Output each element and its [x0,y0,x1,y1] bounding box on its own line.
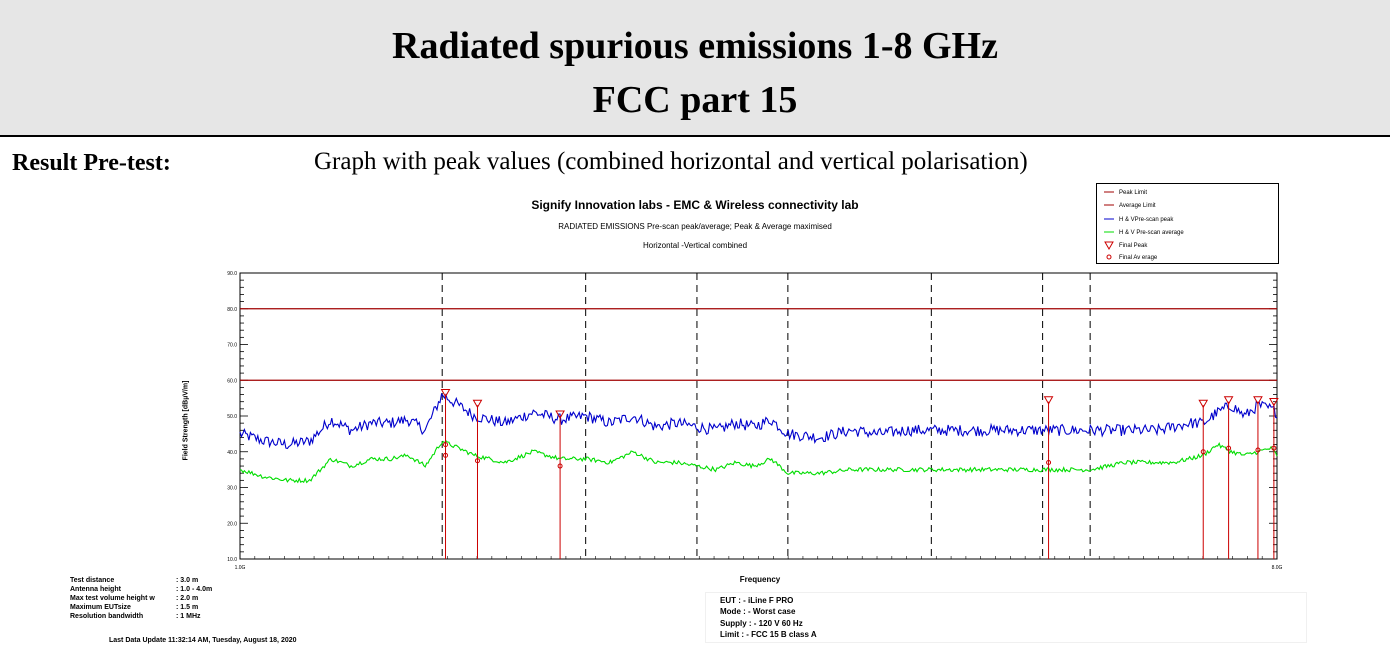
param-key: Antenna height [70,586,121,593]
final-peak-marker [1223,396,1234,405]
y-tick-label: 80.0 [227,307,237,313]
legend-label: Final Peak [1119,243,1148,249]
final-average-marker [443,452,449,458]
mode-row: Mode : - Worst case [720,607,796,616]
page-title-line2: FCC part 15 [592,79,798,121]
x-axis-label: Frequency [739,575,781,584]
y-tick-label: 90.0 [227,271,237,277]
param-value: : 3.0 m [176,577,199,584]
final-peak-marker [440,389,451,398]
param-key: Test distance [70,577,115,584]
prescan-peak-series [239,392,1278,450]
eut-row: EUT : - iLine F PRO [720,596,794,605]
legend-item-final-average: Final Av erage [1097,252,1278,264]
x-tick-label: 1.0G [235,565,246,571]
y-tick-label: 70.0 [227,343,237,349]
final-average-marker [1046,459,1052,465]
legend-item-average-limit: Average Limit [1097,200,1278,212]
param-key: Resolution bandwidth [70,613,144,620]
legend-label: H & V Pre-scan average [1119,230,1184,236]
eut-info-box: EUT : - iLine F PRO Mode : - Worst case … [705,592,1307,643]
legend-label: Average Limit [1119,203,1156,209]
final-peak-marker [1043,396,1054,405]
prescan-average-line-icon [1104,231,1114,233]
peak-limit-line-icon [1104,191,1114,193]
final-peak-marker [555,410,565,420]
y-tick-label: 40.0 [227,450,237,456]
final-average-marker [557,463,563,469]
param-value: : 1 MHz [176,613,201,620]
chart-legend: Peak Limit Average Limit H & VPre-scan p… [1096,183,1279,264]
final-average-marker [474,458,480,464]
chart-subtitle-2: Horizontal -Vertical combined [642,241,748,250]
legend-item-peak-limit: Peak Limit [1097,187,1278,199]
final-peak-marker [1269,397,1279,407]
y-tick-label: 20.0 [227,521,237,527]
y-tick-label: 30.0 [227,486,237,492]
legend-item-prescan-average: H & V Pre-scan average [1097,227,1278,239]
last-update-text: Last Data Update 11:32:14 AM, Tuesday, A… [109,637,297,644]
plot-frame [239,272,1278,560]
triangle-down-icon [1104,241,1114,251]
final-average-marker [1271,445,1277,451]
legend-label: Peak Limit [1119,190,1148,196]
circle-icon [1106,254,1112,260]
limit-row: Limit : - FCC 15 B class A [720,630,817,639]
legend-label: H & VPre-scan peak [1119,217,1174,223]
param-key: Maximum EUTsize [70,604,131,611]
param-value: : 1.0 - 4.0m [176,586,213,593]
prescan-peak-line-icon [1104,218,1114,220]
final-average-marker [1255,447,1261,453]
legend-label: Final Av erage [1119,255,1158,261]
result-label: Result Pre-test: [12,150,171,176]
final-average-marker [443,442,449,448]
param-value: : 2.0 m [176,595,199,602]
param-key: Max test volume height w [70,595,155,602]
legend-item-prescan-peak: H & VPre-scan peak [1097,214,1278,226]
y-tick-label: 50.0 [227,414,237,420]
final-peak-marker [1198,399,1209,409]
legend-item-final-peak: Final Peak [1097,240,1278,252]
page-title-line1: Radiated spurious emissions 1-8 GHz [392,25,998,67]
param-value: : 1.5 m [176,604,199,611]
chart-subtitle: RADIATED EMISSIONS Pre-scan peak/average… [558,222,832,231]
average-limit-line-icon [1104,204,1114,206]
header-banner: Radiated spurious emissions 1-8 GHz FCC … [0,0,1390,137]
y-tick-label: 10.0 [227,557,237,563]
x-tick-label: 8.0G [1272,565,1283,571]
final-peak-marker [1253,396,1263,405]
y-axis-label: Field Strength [dBµV/m] [182,380,190,461]
final-peak-marker [472,399,483,409]
supply-row: Supply : - 120 V 60 Hz [720,619,803,628]
final-average-marker [1226,445,1232,451]
chart-title: Signify Innovation labs - EMC & Wireless… [531,198,859,212]
result-description: Graph with peak values (combined horizon… [314,148,1028,175]
prescan-average-series [239,440,1278,484]
final-average-marker [1200,449,1206,455]
y-tick-label: 60.0 [227,378,237,384]
